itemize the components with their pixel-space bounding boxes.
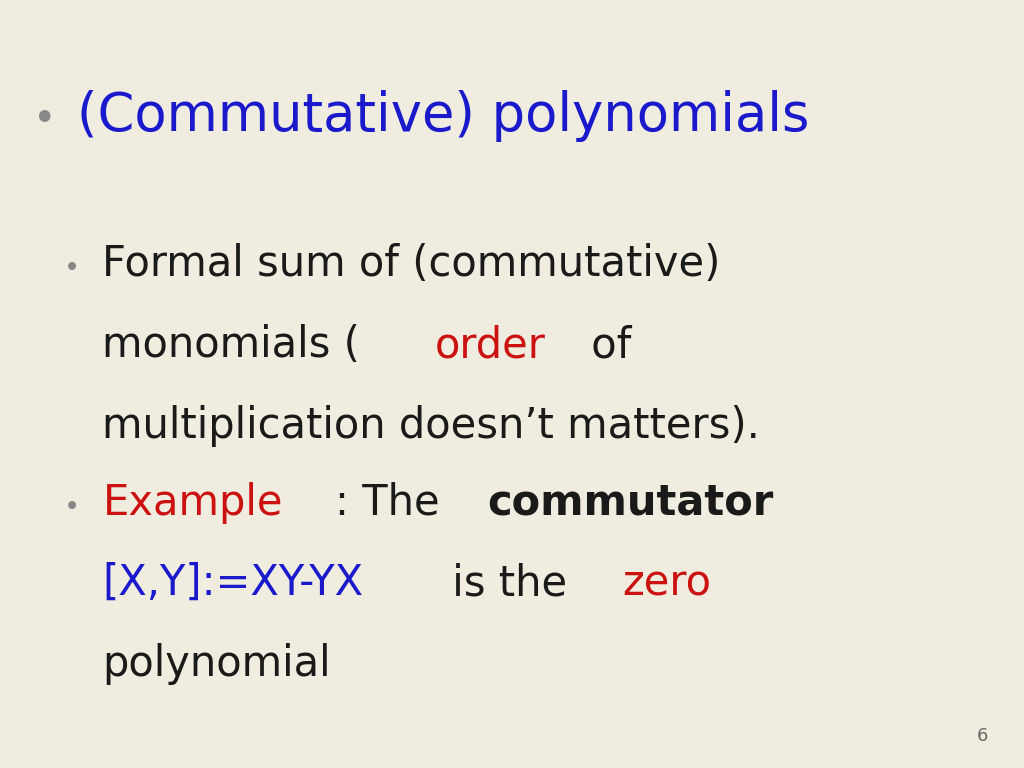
Text: polynomial: polynomial	[102, 643, 331, 685]
Text: multiplication doesn’t matters).: multiplication doesn’t matters).	[102, 405, 760, 447]
Text: commutator: commutator	[487, 482, 774, 524]
Text: monomials (: monomials (	[102, 324, 360, 366]
Text: •: •	[33, 100, 56, 140]
Text: (Commutative) polynomials: (Commutative) polynomials	[77, 90, 809, 141]
Text: •: •	[63, 257, 80, 283]
Text: order: order	[435, 324, 546, 366]
Text: Formal sum of (commutative): Formal sum of (commutative)	[102, 243, 721, 286]
Text: : The: : The	[335, 482, 454, 524]
Text: zero: zero	[622, 562, 711, 604]
Text: is the: is the	[439, 562, 581, 604]
Text: 6: 6	[977, 727, 988, 745]
Text: •: •	[63, 495, 80, 521]
Text: Example: Example	[102, 482, 283, 524]
Text: [X,Y]:=XY-YX: [X,Y]:=XY-YX	[102, 562, 364, 604]
Text: of: of	[579, 324, 632, 366]
